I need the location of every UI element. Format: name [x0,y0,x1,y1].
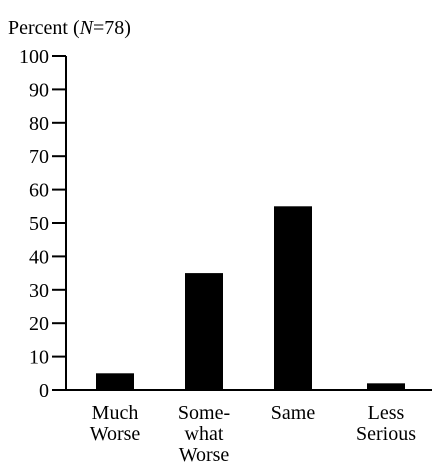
y-tick-label: 20 [29,313,49,335]
y-axis-label: Percent (N=78) [8,17,131,39]
y-tick-label: 30 [29,280,49,302]
y-tick-label: 40 [29,246,49,268]
y-tick-label: 70 [29,146,49,168]
x-tick-label-line: Some- [178,402,230,424]
y-tick-label: 60 [29,180,49,202]
y-axis-label-n: N [79,17,95,39]
x-tick-label-line: Serious [356,423,416,445]
x-tick-label: Much Worse [90,402,141,445]
bar [274,206,312,390]
x-tick-label: Less Serious [356,402,416,445]
y-tick-label: 80 [29,113,49,135]
y-tick-label: 50 [29,213,49,235]
x-tick-label-line: Worse [179,444,230,466]
bar [367,383,405,390]
y-tick-label: 100 [19,46,49,68]
y-tick-label: 90 [29,79,49,101]
x-tick-label: Some-what Worse [178,402,230,466]
bar [185,273,223,390]
x-tick-label-line: Same [271,402,316,424]
y-tick-label: 0 [39,380,49,402]
bar [96,373,134,390]
bars [96,206,405,390]
y-axis-label-prefix: Percent ( [8,17,80,39]
x-tick-label: Same [271,402,316,424]
x-tick-label-line: Worse [90,423,141,445]
x-tick-label-line: Much [92,402,139,424]
y-tick-label: 10 [29,347,49,369]
y-axis-label-suffix: =78) [93,17,131,39]
axes: 0 10 20 30 40 50 60 70 80 90 100 [19,46,432,402]
x-tick-label-line: what [185,423,224,445]
x-tick-label-line: Less [368,402,405,424]
